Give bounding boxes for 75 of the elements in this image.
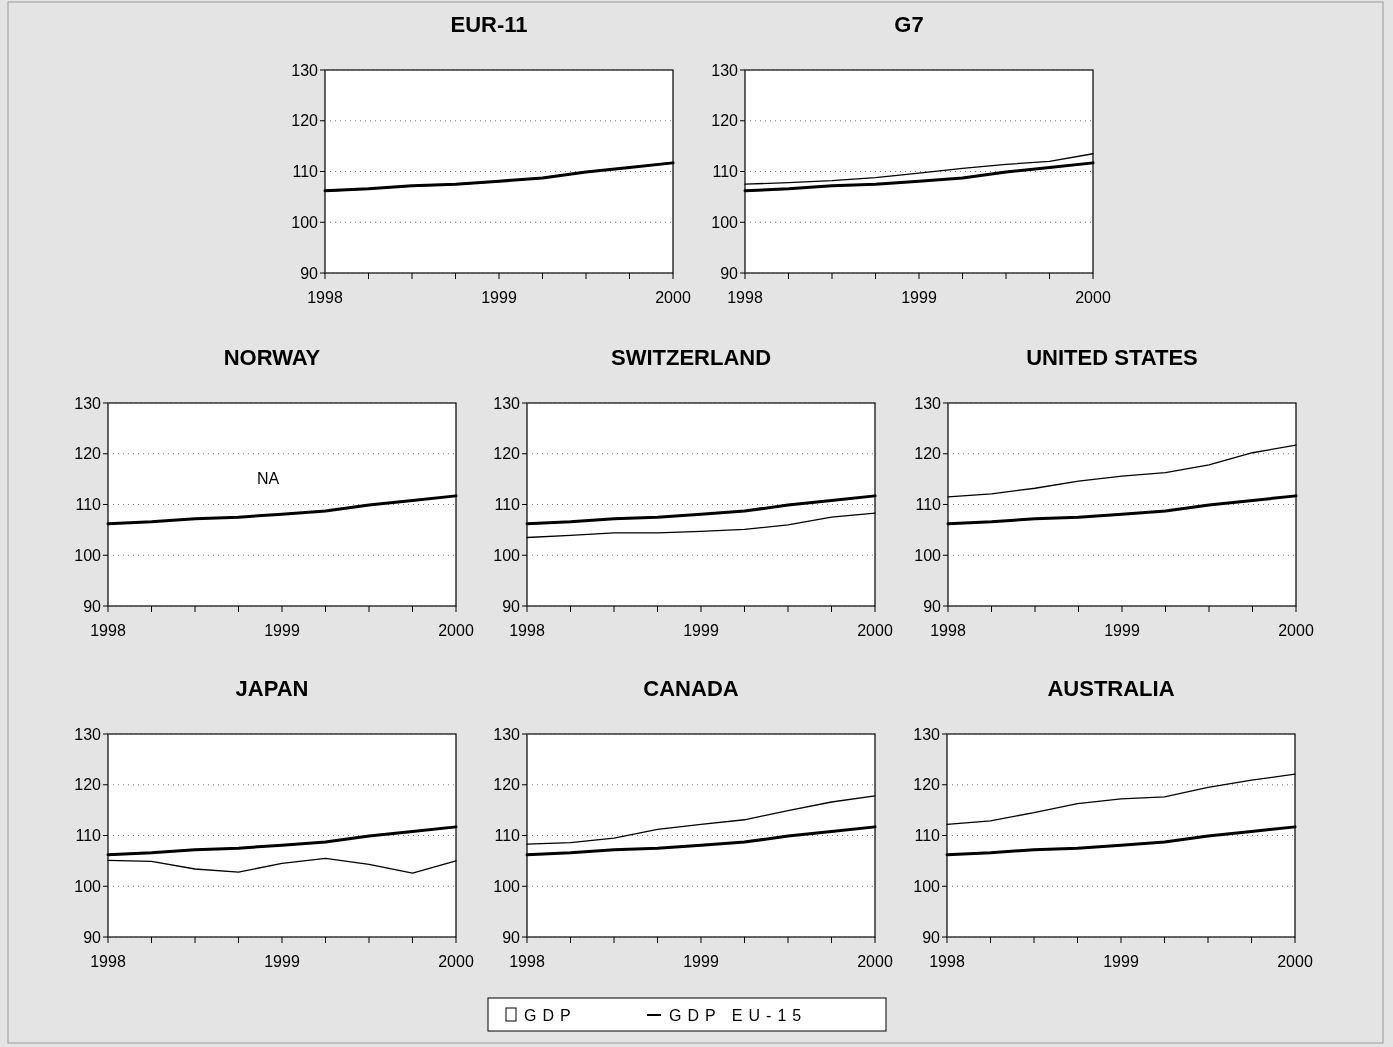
x-tick-label: 1998: [727, 289, 763, 306]
annotation: NA: [256, 470, 280, 488]
chart-title: G7: [894, 12, 924, 37]
chart-title: EUR-11: [450, 12, 528, 37]
y-tick-label: 110: [712, 163, 739, 181]
y-tick-label: 90: [83, 597, 102, 615]
y-tick-label: 110: [494, 827, 521, 845]
y-tick-label: 130: [74, 725, 102, 743]
x-tick-label: 2000: [438, 953, 474, 970]
x-tick-label: 1999: [264, 622, 300, 639]
x-tick-label: 1999: [683, 622, 719, 639]
y-tick-label: 130: [74, 394, 102, 412]
x-tick-label: 1998: [90, 622, 126, 639]
x-tick-label: 2000: [1278, 622, 1314, 639]
y-tick-label: 110: [494, 496, 521, 514]
chart-title: UNITED STATES: [1026, 345, 1198, 370]
x-tick-label: 1999: [481, 289, 517, 306]
y-tick-label: 130: [914, 394, 942, 412]
y-tick-label: 110: [75, 827, 102, 845]
x-tick-label: 1999: [901, 289, 937, 306]
x-tick-label: 1998: [930, 622, 966, 639]
y-tick-label: 120: [913, 776, 941, 794]
legend-label: GDP: [524, 1006, 577, 1024]
chart-title: CANADA: [643, 676, 739, 701]
y-tick-label: 100: [913, 877, 941, 895]
y-tick-label: 130: [291, 61, 319, 79]
y-tick-label: 100: [74, 546, 102, 564]
y-tick-label: 90: [922, 928, 941, 946]
y-tick-label: 120: [493, 776, 521, 794]
y-tick-label: 120: [914, 445, 942, 463]
y-tick-label: 130: [913, 725, 941, 743]
y-tick-label: 110: [292, 163, 319, 181]
y-tick-label: 90: [83, 928, 102, 946]
x-tick-label: 2000: [857, 622, 893, 639]
legend-label: GDP EU-15: [669, 1006, 808, 1024]
y-tick-label: 100: [711, 213, 739, 231]
x-tick-label: 2000: [655, 289, 691, 306]
y-tick-label: 120: [493, 445, 521, 463]
y-tick-label: 100: [493, 546, 521, 564]
x-tick-label: 1998: [509, 953, 545, 970]
y-tick-label: 120: [74, 776, 102, 794]
x-tick-label: 2000: [1277, 953, 1313, 970]
y-tick-label: 90: [502, 597, 521, 615]
y-tick-label: 110: [914, 827, 941, 845]
chart-title: JAPAN: [235, 676, 309, 701]
chart-title: AUSTRALIA: [1047, 676, 1175, 701]
y-tick-label: 130: [493, 725, 521, 743]
y-tick-label: 100: [291, 213, 319, 231]
chart-title: NORWAY: [223, 345, 321, 370]
x-tick-label: 2000: [438, 622, 474, 639]
x-tick-label: 1999: [1104, 622, 1140, 639]
y-tick-label: 100: [74, 877, 102, 895]
y-tick-label: 90: [923, 597, 942, 615]
y-tick-label: 90: [300, 264, 319, 282]
chart-title: SWITZERLAND: [610, 345, 772, 370]
x-tick-label: 2000: [857, 953, 893, 970]
x-tick-label: 1999: [264, 953, 300, 970]
x-tick-label: 1998: [929, 953, 965, 970]
y-tick-label: 110: [75, 496, 102, 514]
y-tick-label: 120: [291, 112, 319, 130]
y-tick-label: 90: [502, 928, 521, 946]
y-tick-label: 100: [493, 877, 521, 895]
x-tick-label: 1999: [1103, 953, 1139, 970]
x-tick-label: 1998: [509, 622, 545, 639]
y-tick-label: 120: [711, 112, 739, 130]
x-tick-label: 1999: [683, 953, 719, 970]
x-tick-label: 2000: [1075, 289, 1111, 306]
y-tick-label: 130: [493, 394, 521, 412]
x-tick-label: 1998: [307, 289, 343, 306]
y-tick-label: 130: [711, 61, 739, 79]
y-tick-label: 90: [720, 264, 739, 282]
y-tick-label: 100: [914, 546, 942, 564]
x-tick-label: 1998: [90, 953, 126, 970]
y-tick-label: 120: [74, 445, 102, 463]
y-tick-label: 110: [915, 496, 942, 514]
